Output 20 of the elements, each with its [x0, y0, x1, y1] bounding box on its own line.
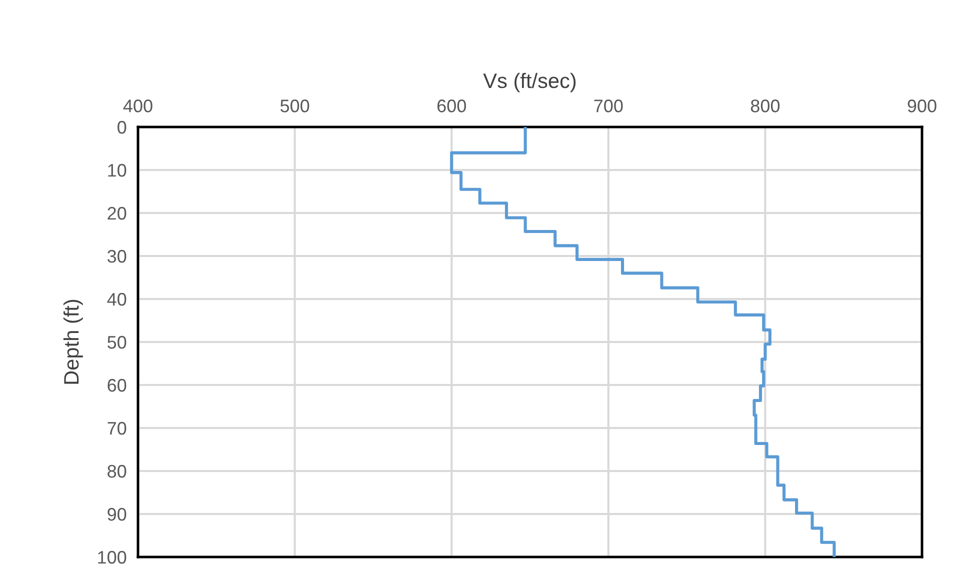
x-tick-label: 600 — [437, 100, 466, 112]
y-tick-label: 100 — [98, 550, 126, 564]
x-axis-title: Vs (ft/sec) — [483, 72, 576, 92]
y-tick-label: 30 — [107, 250, 126, 263]
x-tick-label: 700 — [594, 100, 623, 112]
y-tick-label: 10 — [108, 164, 126, 177]
x-tick-label: 900 — [908, 100, 936, 112]
line-series — [450, 127, 836, 557]
x-tick-label: 400 — [123, 100, 152, 112]
y-tick-label: 50 — [108, 336, 126, 349]
y-tick-label: 0 — [118, 120, 126, 134]
y-tick-label: 20 — [108, 206, 126, 220]
y-tick-label: 80 — [108, 464, 126, 478]
y-tick-label: 70 — [108, 422, 126, 435]
y-tick-label: 40 — [107, 292, 126, 306]
y-axis-title: Depth (ft) — [63, 300, 83, 384]
y-tick-label: 60 — [108, 378, 126, 392]
y-tick-label: 90 — [108, 508, 126, 521]
x-tick-label: 500 — [280, 100, 310, 112]
x-tick-label: 800 — [750, 100, 780, 112]
